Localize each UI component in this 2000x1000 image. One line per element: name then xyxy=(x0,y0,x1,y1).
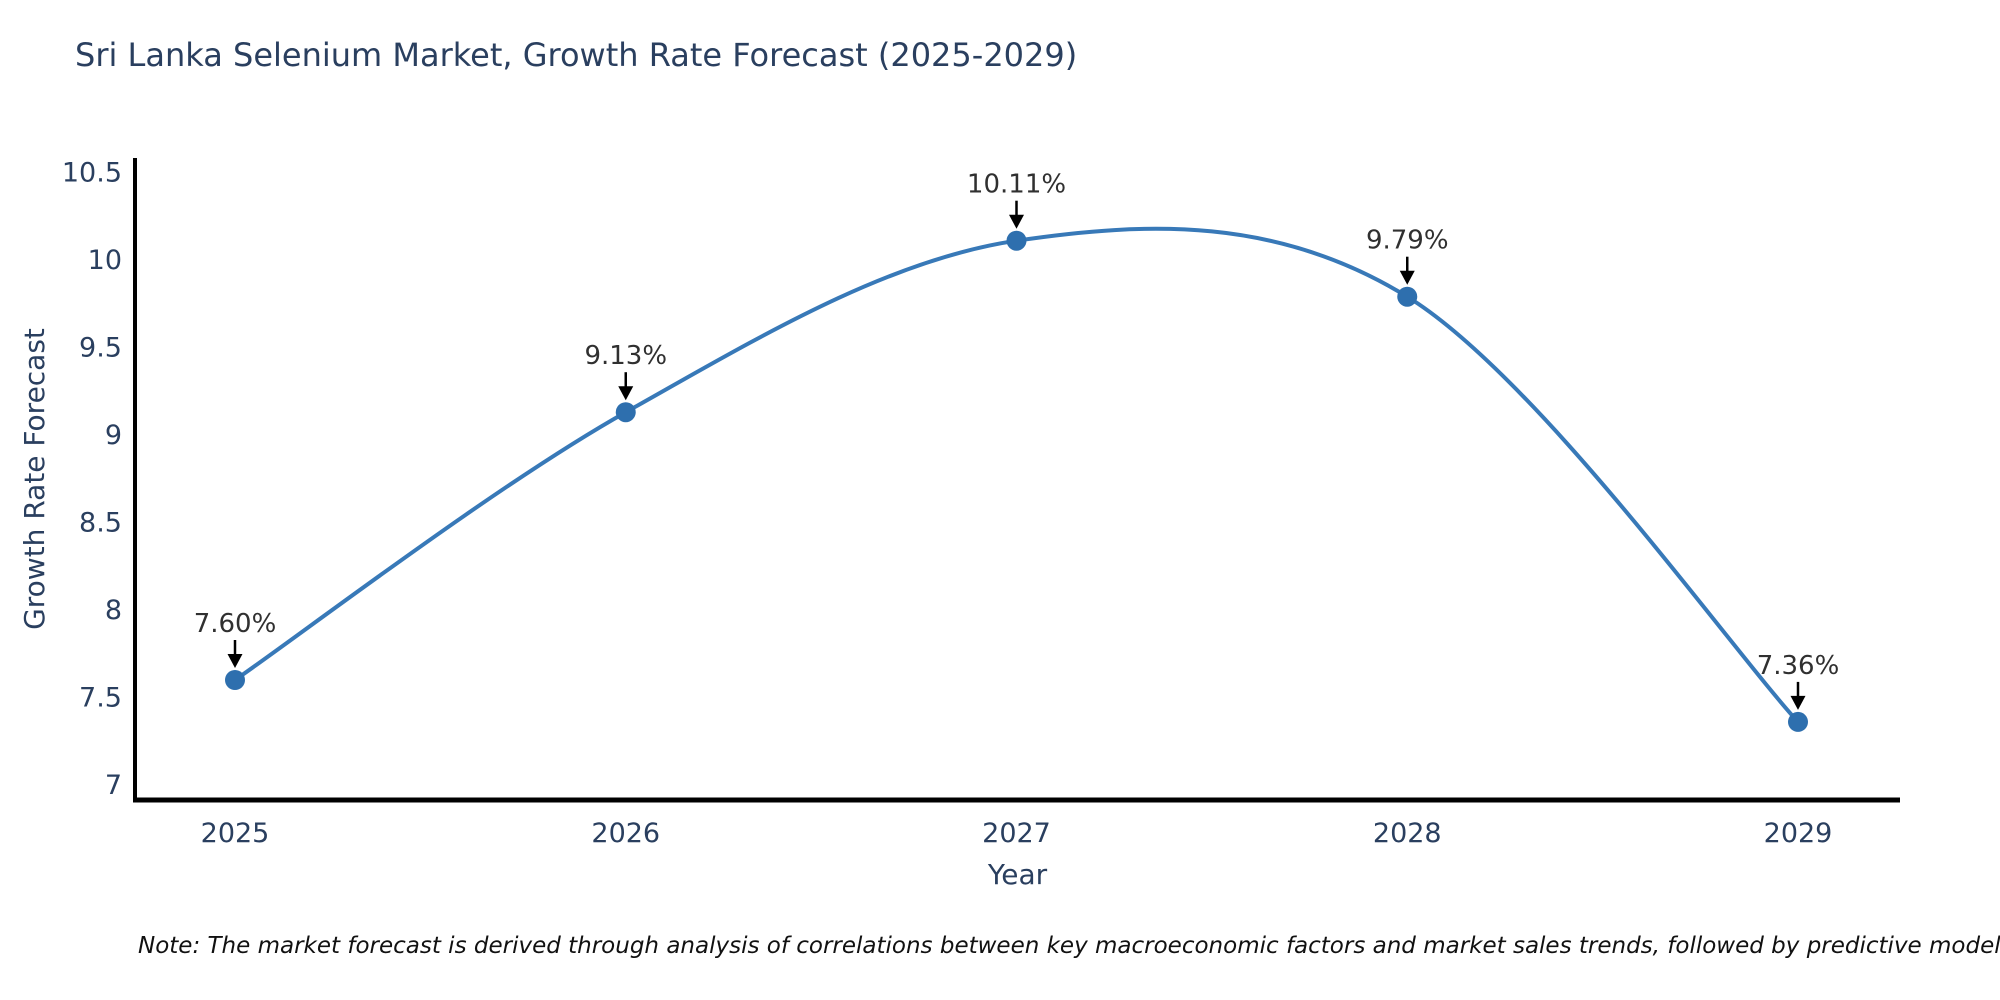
point-annotation-label: 9.79% xyxy=(1366,226,1449,256)
annotation-arrowhead xyxy=(618,386,634,401)
point-annotation-label: 7.36% xyxy=(1757,651,1840,681)
chart-title: Sri Lanka Selenium Market, Growth Rate F… xyxy=(75,36,1078,74)
x-tick-label: 2029 xyxy=(1764,818,1833,849)
y-tick-label: 9 xyxy=(105,420,122,451)
y-axis-title: Growth Rate Forecast xyxy=(18,328,51,630)
data-point-marker xyxy=(1006,230,1027,251)
point-annotation-label: 7.60% xyxy=(194,609,277,639)
y-tick-label: 8 xyxy=(105,595,122,626)
annotation-arrowhead xyxy=(227,654,243,668)
x-axis-title: Year xyxy=(987,858,1048,891)
data-point-marker xyxy=(1397,286,1418,307)
x-tick-label: 2028 xyxy=(1373,818,1442,849)
y-tick-label: 10 xyxy=(88,245,122,276)
point-annotation-label: 10.11% xyxy=(967,170,1066,200)
x-tick-label: 2026 xyxy=(591,818,660,849)
y-tick-label: 10.5 xyxy=(62,157,122,188)
data-point-marker xyxy=(615,402,636,423)
footnote: Note: The market forecast is derived thr… xyxy=(138,933,2000,959)
data-point-marker xyxy=(225,670,245,690)
y-tick-label: 7.5 xyxy=(79,682,122,713)
annotation-arrowhead xyxy=(1009,214,1024,229)
annotation-arrowhead xyxy=(1399,270,1415,285)
data-point-marker xyxy=(1788,711,1808,732)
x-tick-label: 2025 xyxy=(201,818,270,849)
x-tick-label: 2027 xyxy=(982,818,1051,849)
point-annotation-label: 9.13% xyxy=(584,341,667,371)
line-series xyxy=(233,226,1800,724)
y-tick-label: 7 xyxy=(105,770,122,801)
y-tick-label: 8.5 xyxy=(79,507,122,538)
y-tick-label: 9.5 xyxy=(79,332,122,363)
annotation-arrowhead xyxy=(1790,695,1806,710)
